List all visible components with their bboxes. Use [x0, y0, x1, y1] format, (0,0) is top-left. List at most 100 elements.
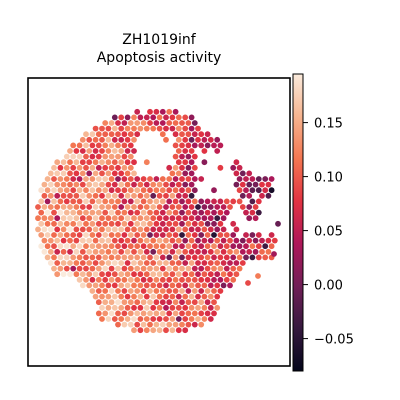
spot-point: [118, 125, 125, 132]
spot-point: [92, 271, 99, 278]
spot-point: [201, 226, 208, 233]
spot-point: [105, 260, 112, 266]
spot-point: [118, 271, 125, 278]
spot-point: [191, 131, 198, 138]
spot-point: [108, 243, 115, 250]
spot-point: [239, 181, 246, 188]
spot-point: [275, 220, 281, 227]
spot-point: [153, 176, 160, 182]
colorbar-tick-label: −0.05: [314, 333, 354, 348]
spot-point: [105, 170, 112, 177]
spot-point: [51, 243, 57, 250]
colorbar-tick-label: 0.05: [314, 225, 343, 240]
spot-point: [95, 243, 102, 250]
spot-point: [211, 299, 217, 306]
spot-point: [137, 260, 144, 266]
spot-point: [179, 243, 185, 250]
spot-point: [41, 192, 48, 199]
spot-point: [223, 198, 230, 205]
spot-point: [159, 276, 166, 283]
spot-point: [243, 176, 249, 182]
spot-point: [188, 260, 195, 266]
spot-point: [255, 273, 261, 279]
spot-point: [220, 215, 227, 222]
spot-point: [147, 254, 153, 261]
spot-point: [204, 220, 211, 227]
spot-point: [252, 181, 259, 188]
spot-point: [124, 159, 131, 166]
spot-point: [86, 192, 93, 199]
spot-point: [147, 176, 153, 182]
spot-point: [188, 226, 195, 233]
spot-point: [150, 271, 157, 278]
spot-point: [102, 187, 109, 194]
spot-point: [255, 209, 262, 216]
spot-point: [63, 198, 70, 205]
spot-point: [73, 237, 80, 244]
spot-point: [163, 248, 169, 255]
spot-point: [211, 243, 217, 250]
spot-point: [108, 310, 115, 317]
spot-point: [169, 125, 176, 132]
spot-point: [108, 209, 115, 216]
spot-point: [201, 159, 208, 166]
spot-point: [76, 142, 83, 149]
spot-point: [182, 316, 189, 322]
spot-point: [121, 187, 128, 194]
spot-point: [156, 248, 163, 255]
spot-point: [73, 192, 80, 199]
spot-point: [95, 176, 102, 182]
spot-point: [127, 265, 134, 272]
spot-point: [172, 164, 179, 171]
spot-point: [41, 204, 48, 210]
spot-point: [204, 299, 211, 306]
spot-point: [137, 237, 144, 244]
spot-point: [175, 293, 182, 300]
spot-point: [38, 198, 45, 205]
spot-point: [188, 136, 195, 143]
spot-point: [166, 120, 173, 126]
spot-point: [169, 226, 176, 233]
spot-point: [115, 209, 121, 216]
spot-point: [89, 187, 96, 194]
spot-point: [236, 164, 243, 171]
spot-point: [188, 271, 195, 278]
spot-point: [140, 276, 147, 283]
spot-point: [201, 304, 208, 311]
spot-point: [143, 293, 150, 300]
spot-point: [223, 209, 230, 216]
spot-point: [201, 215, 208, 222]
spot-point: [191, 243, 198, 250]
spot-point: [169, 316, 176, 322]
spot-point: [44, 198, 51, 205]
spot-point: [102, 120, 109, 126]
spot-point: [35, 226, 41, 233]
spot-point: [211, 232, 217, 238]
spot-point: [137, 271, 144, 278]
spot-point: [83, 142, 89, 149]
spot-point: [108, 142, 115, 149]
spot-point: [70, 243, 77, 250]
spot-point: [143, 282, 150, 289]
spot-point: [198, 310, 205, 317]
spot-point: [156, 181, 163, 188]
spot-point: [262, 243, 269, 250]
spot-point: [150, 282, 157, 289]
spot-point: [76, 176, 83, 182]
spot-point: [220, 248, 227, 255]
spot-point: [111, 316, 118, 322]
spot-point: [195, 260, 201, 266]
spot-point: [163, 204, 169, 210]
spot-point: [236, 187, 243, 194]
spot-point: [246, 204, 253, 210]
spot-point: [252, 248, 259, 255]
spot-point: [124, 192, 131, 199]
spot-point: [191, 142, 198, 149]
spot-point: [76, 164, 83, 171]
spot-point: [102, 220, 109, 227]
spot-point: [182, 125, 189, 132]
spot-point: [175, 226, 182, 233]
spot-point: [115, 142, 121, 149]
spot-point: [127, 176, 134, 182]
spot-point: [70, 209, 77, 216]
